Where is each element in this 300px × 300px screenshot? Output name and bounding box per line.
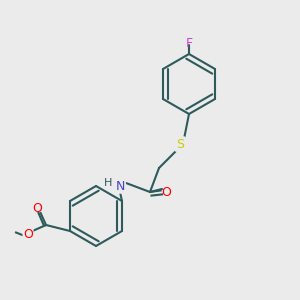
Text: N: N [115,179,125,193]
Text: S: S [176,137,184,151]
Text: H: H [104,178,112,188]
Text: F: F [185,37,193,50]
Text: O: O [32,202,42,215]
Text: O: O [23,227,33,241]
Text: O: O [162,185,171,199]
